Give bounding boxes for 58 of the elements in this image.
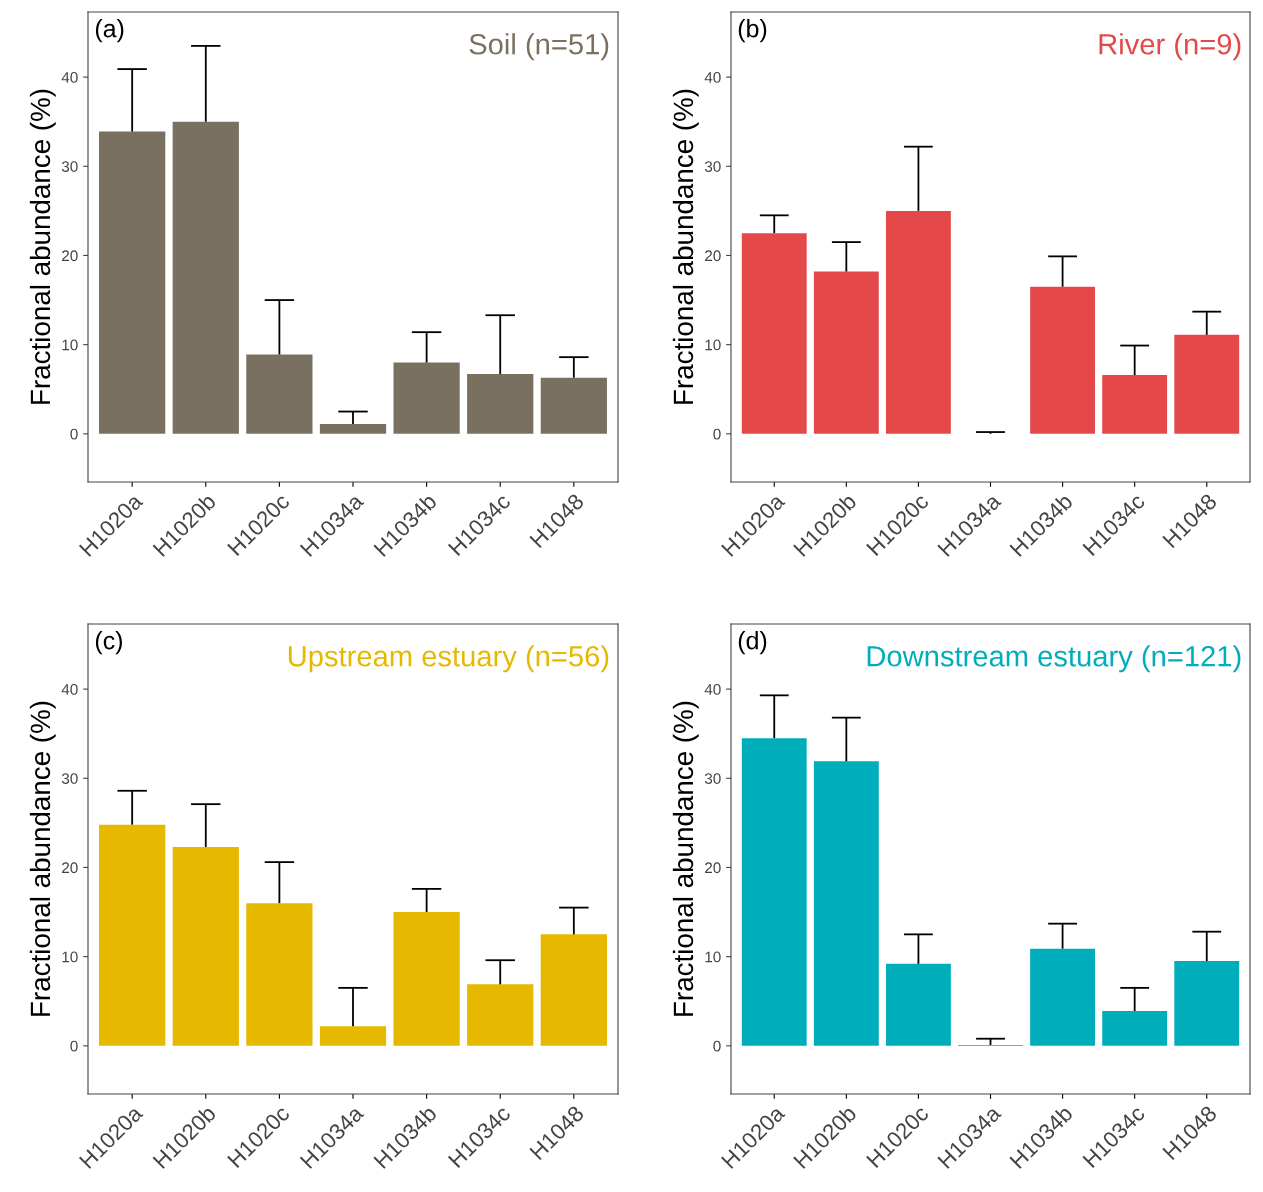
y-tick-label: 10 bbox=[62, 951, 78, 963]
bar bbox=[813, 761, 879, 1046]
annotation: (d) bbox=[738, 631, 767, 655]
y-tick-label: 20 bbox=[62, 862, 78, 874]
y-tick-label: 30 bbox=[704, 773, 721, 784]
y-tick-label: 0 bbox=[70, 428, 78, 440]
annotation: (c) bbox=[95, 631, 122, 655]
bar bbox=[99, 824, 166, 1046]
bar bbox=[393, 912, 460, 1046]
bar bbox=[467, 374, 534, 434]
bar bbox=[540, 934, 607, 1046]
bar bbox=[1102, 1011, 1168, 1046]
y-tick-label: 20 bbox=[705, 862, 721, 874]
y-axis-title: Fractional abundance (%) bbox=[29, 701, 56, 1016]
bar bbox=[172, 121, 239, 434]
y-tick-label: 20 bbox=[705, 250, 721, 262]
bar bbox=[1030, 286, 1096, 434]
bar bbox=[393, 362, 460, 434]
bar bbox=[99, 131, 166, 434]
bar bbox=[741, 738, 807, 1046]
bar bbox=[1174, 334, 1240, 434]
bar bbox=[885, 963, 951, 1046]
y-tick-label: 40 bbox=[61, 71, 78, 83]
y-tick-label: 30 bbox=[704, 161, 721, 172]
bar bbox=[1102, 374, 1168, 434]
bar bbox=[246, 903, 313, 1046]
bar bbox=[319, 424, 387, 434]
y-tick-label: 40 bbox=[704, 683, 721, 695]
text: Soil (n=51) bbox=[469, 33, 609, 61]
y-axis-title: Fractional abundance (%) bbox=[672, 89, 699, 404]
y-tick-label: 40 bbox=[61, 683, 78, 695]
annotation: (a) bbox=[95, 19, 124, 43]
bar bbox=[467, 984, 534, 1046]
text: Upstream estuary (n=56) bbox=[288, 645, 609, 673]
y-tick-label: 10 bbox=[62, 339, 78, 351]
bar bbox=[246, 354, 313, 434]
bar bbox=[1174, 961, 1240, 1046]
bar bbox=[1030, 948, 1096, 1046]
bar bbox=[319, 1026, 387, 1046]
bar bbox=[885, 210, 951, 434]
y-tick-label: 20 bbox=[62, 250, 78, 262]
y-tick-label: 40 bbox=[704, 71, 721, 83]
text: Downstream estuary (n=121) bbox=[867, 645, 1241, 673]
y-tick-label: 0 bbox=[713, 428, 721, 440]
y-axis-title: Fractional abundance (%) bbox=[672, 701, 699, 1016]
bar bbox=[540, 377, 607, 434]
bar bbox=[813, 271, 879, 434]
annotation: (b) bbox=[738, 19, 767, 43]
bar bbox=[741, 233, 807, 434]
y-tick-label: 0 bbox=[713, 1040, 721, 1052]
bar bbox=[172, 846, 239, 1046]
y-axis-title: Fractional abundance (%) bbox=[29, 89, 56, 404]
y-tick-label: 30 bbox=[61, 773, 78, 784]
text: River (n=9) bbox=[1099, 33, 1241, 61]
y-tick-label: 30 bbox=[61, 161, 78, 172]
y-tick-label: 10 bbox=[705, 339, 721, 351]
y-tick-label: 0 bbox=[70, 1040, 78, 1052]
y-tick-label: 10 bbox=[705, 951, 721, 963]
